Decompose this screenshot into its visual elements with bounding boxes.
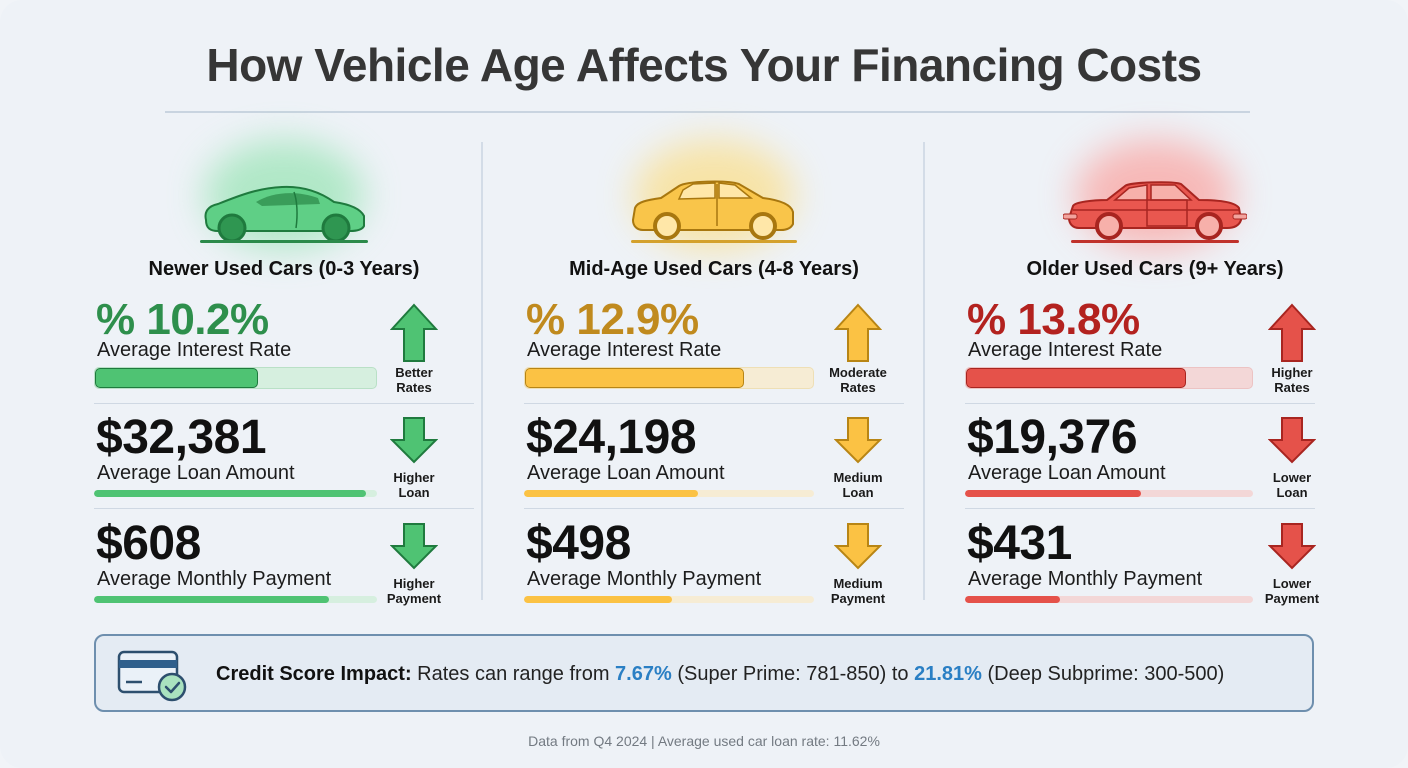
- monthly-payment-bar: [524, 596, 814, 603]
- arrow-down-icon: [834, 417, 882, 464]
- monthly-payment-bar-fill: [94, 596, 329, 603]
- arrow-down-icon: [390, 417, 438, 464]
- interest-rate-bar-fill: [95, 368, 258, 388]
- arrow-up-icon: [390, 303, 438, 362]
- loan-amount-bar-fill: [94, 490, 366, 497]
- monthly-payment-bar: [965, 596, 1253, 603]
- loan-amount-value: $32,381: [96, 411, 267, 464]
- monthly-payment-bar: [94, 596, 377, 603]
- title-divider: [165, 111, 1250, 113]
- interest-rate-value: % 13.8%: [967, 295, 1140, 344]
- column-mid-age-used-cars: Mid-Age Used Cars (4-8 Years) % 12.9% Av…: [524, 140, 904, 606]
- interest-rate-metric: % 13.8% Average Interest Rate Higher Rat…: [965, 295, 1345, 395]
- car-illustration: [524, 140, 904, 250]
- arrow-down-icon: [1268, 523, 1316, 570]
- sedan-icon: [631, 180, 797, 243]
- loan-amount-value: $24,198: [526, 411, 697, 464]
- loan-amount-bar: [965, 490, 1253, 497]
- loan-amount-bar: [94, 490, 377, 497]
- credit-score-impact-callout: Credit Score Impact: Rates can range fro…: [94, 634, 1314, 712]
- high-rate-highlight: 21.81%: [914, 663, 982, 685]
- rate-trend-indicator: Better Rates: [379, 303, 449, 395]
- row-divider: [94, 508, 474, 509]
- monthly-payment-bar-fill: [965, 596, 1061, 603]
- arrow-up-icon: [1268, 303, 1316, 362]
- rate-trend-indicator: Higher Rates: [1257, 303, 1327, 395]
- monthly-payment-value: $431: [967, 517, 1072, 570]
- loan-amount-label: Average Loan Amount: [527, 462, 725, 484]
- arrow-down-icon: [834, 523, 882, 570]
- loan-amount-metric: $32,381 Average Loan Amount Higher Loan: [94, 408, 474, 508]
- monthly-payment-value: $498: [526, 517, 631, 570]
- row-divider: [94, 403, 474, 404]
- loan-amount-label: Average Loan Amount: [97, 462, 295, 484]
- monthly-payment-label: Average Monthly Payment: [527, 568, 762, 590]
- row-divider: [965, 403, 1315, 404]
- interest-rate-label: Average Interest Rate: [97, 339, 292, 361]
- interest-rate-bar: [524, 367, 814, 389]
- interest-rate-label: Average Interest Rate: [968, 339, 1163, 361]
- rate-trend-indicator: Moderate Rates: [823, 303, 893, 395]
- interest-rate-bar-fill: [966, 368, 1187, 388]
- monthly-payment-metric: $498 Average Monthly Payment Medium Paym…: [524, 514, 904, 614]
- page-title: How Vehicle Age Affects Your Financing C…: [206, 39, 1202, 91]
- arrow-up-icon: [834, 303, 882, 362]
- loan-amount-bar: [524, 490, 814, 497]
- loan-amount-bar-fill: [965, 490, 1141, 497]
- interest-rate-bar-fill: [525, 368, 744, 388]
- column-newer-used-cars: Newer Used Cars (0-3 Years) % 10.2% Aver…: [94, 140, 474, 606]
- payment-trend-indicator: Medium Payment: [823, 522, 893, 606]
- monthly-payment-value: $608: [96, 517, 201, 570]
- payment-trend-indicator: Lower Payment: [1257, 522, 1327, 606]
- interest-rate-value: % 10.2%: [96, 295, 269, 344]
- row-divider: [524, 403, 904, 404]
- monthly-payment-bar-fill: [524, 596, 672, 603]
- low-rate-highlight: 7.67%: [615, 663, 672, 685]
- arrow-down-icon: [390, 523, 438, 570]
- monthly-payment-metric: $608 Average Monthly Payment Higher Paym…: [94, 514, 474, 614]
- loan-trend-indicator: Medium Loan: [823, 416, 893, 500]
- interest-rate-value: % 12.9%: [526, 295, 699, 344]
- loan-amount-bar-fill: [524, 490, 698, 497]
- monthly-payment-label: Average Monthly Payment: [97, 568, 332, 590]
- monthly-payment-label: Average Monthly Payment: [968, 568, 1203, 590]
- credit-card-check-icon: [117, 650, 187, 702]
- row-divider: [965, 508, 1315, 509]
- sports-car-icon: [200, 185, 368, 243]
- classic-car-icon: [1063, 181, 1247, 243]
- column-heading: Mid-Age Used Cars (4-8 Years): [569, 258, 859, 280]
- loan-trend-indicator: Lower Loan: [1257, 416, 1327, 500]
- interest-rate-metric: % 10.2% Average Interest Rate Better Rat…: [94, 295, 474, 395]
- loan-amount-metric: $24,198 Average Loan Amount Medium Loan: [524, 408, 904, 508]
- column-heading: Newer Used Cars (0-3 Years): [148, 258, 420, 280]
- column-divider: [923, 142, 925, 600]
- monthly-payment-metric: $431 Average Monthly Payment Lower Payme…: [965, 514, 1345, 614]
- car-illustration: [94, 140, 474, 250]
- column-heading: Older Used Cars (9+ Years): [1026, 258, 1284, 280]
- loan-trend-indicator: Higher Loan: [379, 416, 449, 500]
- car-illustration: [965, 140, 1345, 250]
- data-source-footnote: Data from Q4 2024 | Average used car loa…: [528, 733, 880, 749]
- row-divider: [524, 508, 904, 509]
- payment-trend-indicator: Higher Payment: [379, 522, 449, 606]
- interest-rate-bar: [965, 367, 1253, 389]
- credit-score-impact-text: Credit Score Impact: Rates can range fro…: [216, 663, 1225, 685]
- loan-amount-value: $19,376: [967, 411, 1138, 464]
- arrow-down-icon: [1268, 417, 1316, 464]
- column-older-used-cars: Older Used Cars (9+ Years) % 13.8% Avera…: [965, 140, 1345, 606]
- loan-amount-label: Average Loan Amount: [968, 462, 1166, 484]
- interest-rate-label: Average Interest Rate: [527, 339, 722, 361]
- column-divider: [481, 142, 483, 600]
- interest-rate-bar: [94, 367, 377, 389]
- interest-rate-metric: % 12.9% Average Interest Rate Moderate R…: [524, 295, 904, 395]
- loan-amount-metric: $19,376 Average Loan Amount Lower Loan: [965, 408, 1345, 508]
